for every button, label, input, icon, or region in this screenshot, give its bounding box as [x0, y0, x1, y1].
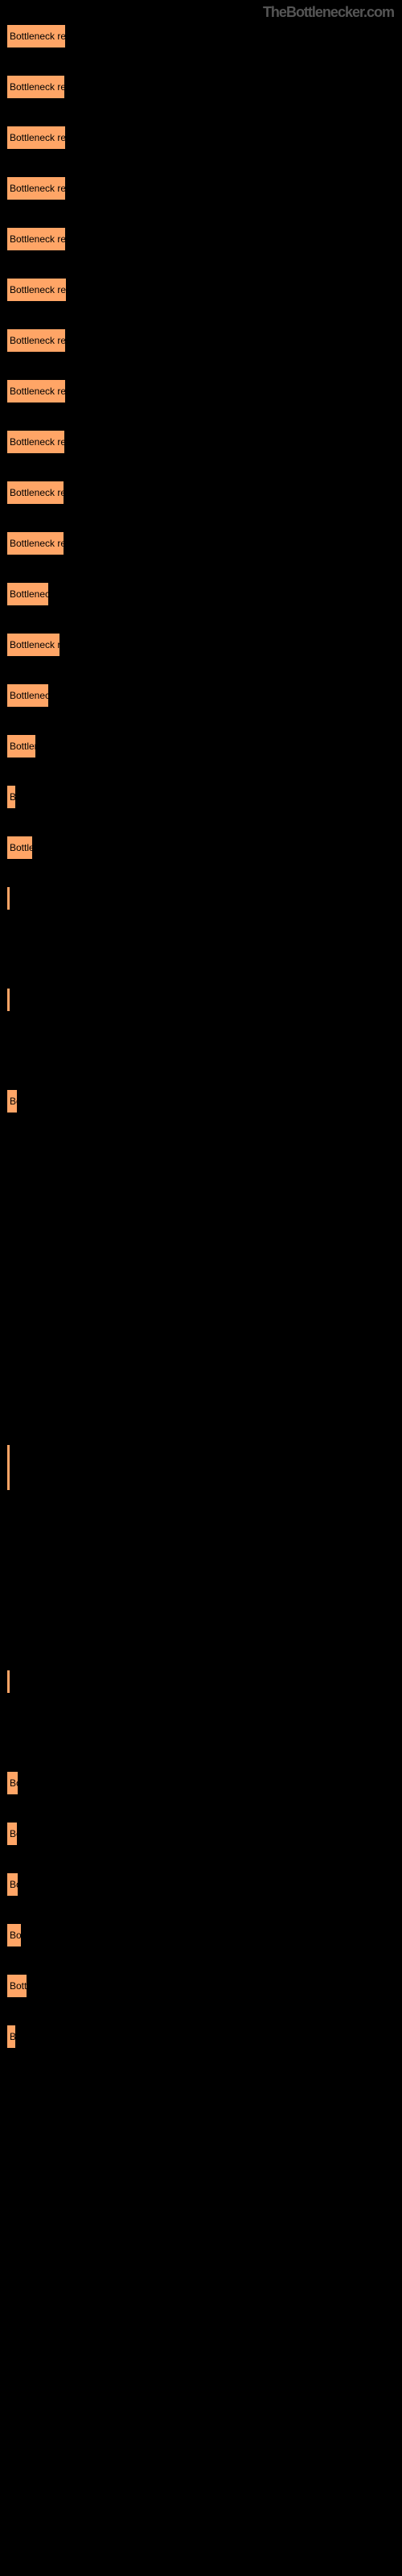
bar-row: Bottleneck resu	[6, 278, 402, 302]
bar-label: Bottleneck re	[10, 487, 64, 498]
chart-bar: Bottleneck re	[6, 481, 64, 505]
bar-label: Bottleneck resu	[10, 284, 67, 295]
bar-row: Bottleneck resu	[6, 75, 402, 99]
bar-row	[6, 1517, 402, 1542]
bar-label: Bottleneck resu	[10, 233, 66, 245]
bar-row: Bottleneck	[6, 683, 402, 708]
bar-row: Bottleneck	[6, 582, 402, 606]
bar-label: Bottleneck re	[10, 538, 64, 549]
bar-row: Bottleneck r	[6, 633, 402, 657]
bar-row: Bottleneck res	[6, 430, 402, 454]
bar-row: Bottleneck re	[6, 481, 402, 505]
bar-label: B	[10, 791, 16, 803]
chart-bar: Bottleneck r	[6, 633, 60, 657]
bar-row	[6, 1140, 402, 1164]
bar-label: Bo	[10, 1777, 18, 1789]
bar-row	[6, 1343, 402, 1367]
chart-bar: Bottleneck resu	[6, 75, 65, 99]
chart-bar: Bottlen	[6, 734, 36, 758]
chart-bar: Bottleneck resu	[6, 176, 66, 200]
chart-bar: Bottleneck resu	[6, 379, 66, 403]
chart-bar: Bottleneck res	[6, 430, 65, 454]
bar-row: Bo	[6, 1872, 402, 1897]
bar-label: Bottleneck resu	[10, 386, 66, 397]
chart-bar: Bo	[6, 1089, 18, 1113]
bar-row	[6, 1292, 402, 1316]
bar-row: Bottleneck resu	[6, 328, 402, 353]
chart-bar: Bottleneck re	[6, 531, 64, 555]
bar-row	[6, 1191, 402, 1215]
chart-bar: Bottle	[6, 836, 33, 860]
bar-label: Bottleneck r	[10, 639, 60, 650]
chart-bar: B	[6, 785, 16, 809]
bar-row	[6, 1038, 402, 1063]
bar-label: Bottleneck	[10, 690, 49, 701]
chart-bar: Be	[6, 1822, 18, 1846]
bar-label: Bottle	[10, 842, 33, 853]
bar-row: Bottleneck resu	[6, 126, 402, 150]
chart-bar: Bottleneck resu	[6, 227, 66, 251]
bar-row: Be	[6, 1822, 402, 1846]
bar-row: Bottleneck re	[6, 531, 402, 555]
bar-label: Bottleneck resu	[10, 132, 66, 143]
chart-bar	[6, 988, 10, 1012]
chart-bar	[6, 1444, 10, 1491]
bar-row	[6, 1670, 402, 1694]
chart-bar: Bo	[6, 1771, 18, 1795]
bar-label: Bottleneck resu	[10, 335, 66, 346]
bar-label: Bottleneck resu	[10, 81, 65, 93]
bar-row	[6, 1393, 402, 1418]
chart-bar: Bottleneck resu	[6, 278, 67, 302]
bar-row	[6, 886, 402, 910]
bar-row: Bottlen	[6, 734, 402, 758]
chart-bar: Botti	[6, 1974, 27, 1998]
chart-bar: Bottleneck resu	[6, 328, 66, 353]
chart-bar	[6, 886, 10, 910]
bar-label: Bo	[10, 1879, 18, 1890]
bar-row: B	[6, 785, 402, 809]
bar-label: Botti	[10, 1980, 27, 1992]
chart-bar: Bottleneck resu	[6, 24, 66, 48]
bar-label: Bo	[10, 1096, 18, 1107]
bar-label: Bottleneck resu	[10, 183, 66, 194]
bar-row: Bottleneck resu	[6, 379, 402, 403]
bar-row	[6, 1619, 402, 1643]
bar-row: Bottleneck resu	[6, 176, 402, 200]
chart-bar: Bo	[6, 1872, 18, 1897]
chart-bar	[6, 1670, 10, 1694]
bar-row	[6, 1568, 402, 1592]
bar-row	[6, 988, 402, 1012]
bar-label: Bot	[10, 1930, 22, 1941]
bar-label: Bottleneck res	[10, 436, 65, 448]
chart-bar: B	[6, 2025, 16, 2049]
chart-bar: Bottleneck	[6, 683, 49, 708]
chart-bar: Bottleneck resu	[6, 126, 66, 150]
bar-row: Bottleneck resu	[6, 227, 402, 251]
bar-label: Bottlen	[10, 741, 36, 752]
bar-row	[6, 1720, 402, 1744]
bar-row: B	[6, 2025, 402, 2049]
bar-label: Bottleneck resu	[10, 31, 66, 42]
bar-row: Bottleneck resu	[6, 24, 402, 48]
bar-row: Bo	[6, 1089, 402, 1113]
bar-label: B	[10, 2031, 16, 2042]
bar-row: Bottle	[6, 836, 402, 860]
bar-row: Botti	[6, 1974, 402, 1998]
bar-row: Bot	[6, 1923, 402, 1947]
bar-row: Bo	[6, 1771, 402, 1795]
chart-bar: Bottleneck	[6, 582, 49, 606]
bar-label: Be	[10, 1828, 18, 1839]
bar-row	[6, 937, 402, 961]
bar-row	[6, 1241, 402, 1265]
bar-label: Bottleneck	[10, 588, 49, 600]
watermark-text: TheBottlenecker.com	[263, 4, 394, 21]
bar-row	[6, 1444, 402, 1491]
bars-container: Bottleneck resu Bottleneck resu Bottleneck…	[0, 0, 402, 2049]
chart-bar: Bot	[6, 1923, 22, 1947]
